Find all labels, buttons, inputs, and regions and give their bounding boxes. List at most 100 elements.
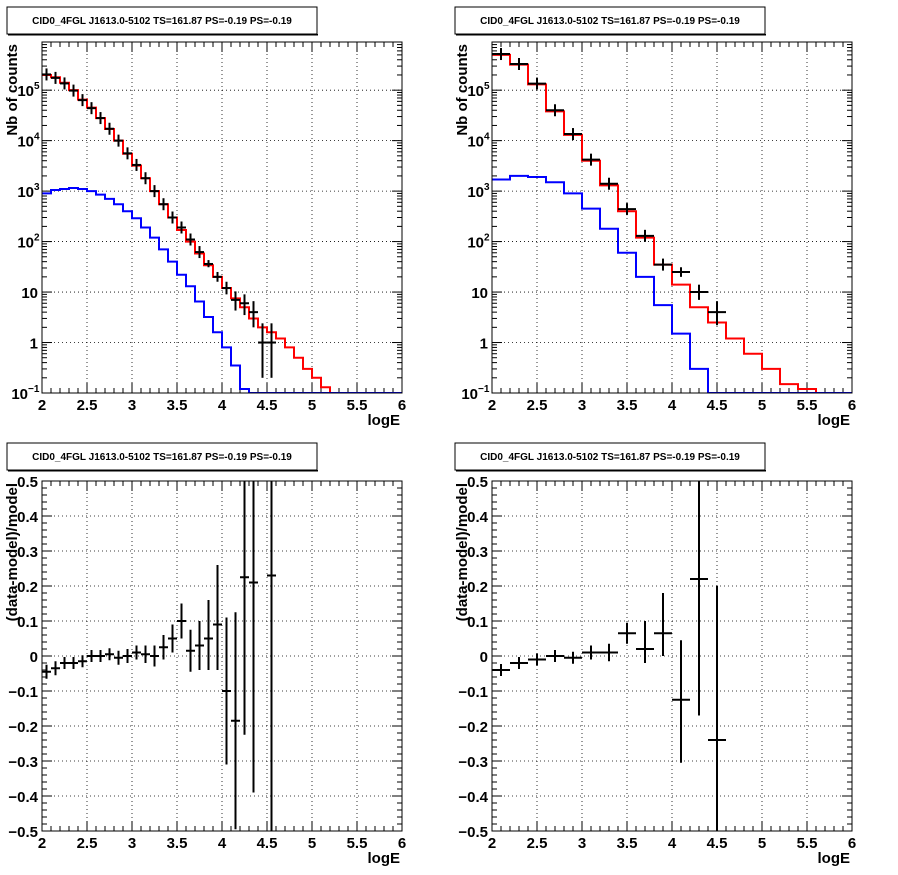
chart-title: CID0_4FGL J1613.0-5102 TS=161.87 PS=-0.1… [32, 452, 292, 463]
data-point [123, 147, 132, 160]
data-point [546, 104, 564, 117]
data-point [708, 586, 726, 831]
x-tick-label: 4 [218, 835, 227, 852]
data-point [222, 281, 231, 295]
y-tick-base: −0.2 [458, 719, 488, 736]
y-axis-label: Nb of counts [4, 44, 21, 136]
data-point [231, 612, 240, 830]
data-point [168, 624, 177, 653]
x-tick-label: 5.5 [347, 835, 368, 852]
x-tick-label: 3.5 [617, 835, 638, 852]
data-point [114, 134, 123, 147]
chart-title: CID0_4FGL J1613.0-5102 TS=161.87 PS=-0.1… [480, 452, 740, 463]
data-point [267, 323, 276, 378]
y-tick-label: 10 [467, 83, 484, 100]
y-tick-label: 1 [480, 336, 488, 353]
x-tick-label: 2.5 [527, 835, 548, 852]
data-point [582, 153, 600, 166]
data-point [96, 650, 105, 662]
data-point [69, 657, 78, 669]
data-point [672, 267, 690, 277]
y-tick-label: −0.2 [458, 719, 488, 736]
x-tick-label: 2 [38, 835, 46, 852]
data-point [636, 621, 654, 663]
y-tick-label: 1 [30, 336, 38, 353]
y-tick-base: 10 [11, 386, 28, 403]
y-tick-label: −0.5 [458, 824, 488, 841]
y-tick-label: 10 [17, 134, 34, 151]
y-tick-exponent: −1 [28, 384, 40, 395]
x-tick-label: 6 [848, 397, 856, 414]
data-point [546, 650, 564, 662]
x-tick-label: 4.5 [257, 835, 278, 852]
x-tick-label: 2.5 [77, 397, 98, 414]
data-points [492, 481, 726, 831]
data-point [141, 645, 150, 663]
axis-ticks [491, 41, 853, 394]
data-point [213, 565, 222, 670]
y-tick-base: 0 [30, 649, 38, 666]
chart-panel-bottom-right: 2 2.5 3 3.5 4 4.5 5 5.5 6 −0.5 −0.4 −0.3 −0.2 −0.1 0 0.… [454, 442, 856, 867]
y-tick-base: 10 [471, 285, 488, 302]
x-tick-label: 4.5 [257, 397, 278, 414]
data-point [123, 649, 132, 663]
x-tick-label: 5.5 [347, 397, 368, 414]
data-point [42, 68, 51, 81]
y-tick-label: −0.3 [458, 754, 488, 771]
data-point [159, 198, 168, 211]
data-point [87, 650, 96, 662]
data-point [204, 600, 213, 670]
y-tick-base: 0.1 [17, 614, 38, 631]
data-point [240, 481, 249, 735]
y-tick-base: 0.1 [467, 614, 488, 631]
data-point [177, 221, 186, 234]
data-point [69, 84, 78, 97]
x-tick-label: 2 [488, 397, 496, 414]
data-point [690, 284, 708, 300]
x-tick-label: 3 [578, 835, 586, 852]
y-tick-base: 10 [17, 83, 34, 100]
chart-title-box: CID0_4FGL J1613.0-5102 TS=161.87 PS=-0.1… [6, 6, 318, 36]
data-point [492, 664, 510, 676]
y-tick-base: 0.4 [17, 509, 39, 526]
y-tick-label: 10 [17, 184, 34, 201]
title-box-frame [6, 442, 318, 471]
y-tick-exponent: 3 [484, 182, 490, 193]
series-line-1 [492, 174, 852, 393]
x-tick-label: 3.5 [167, 397, 188, 414]
data-point [267, 481, 276, 831]
y-tick-exponent: 4 [34, 132, 40, 143]
data-points [42, 68, 276, 378]
data-point [258, 323, 267, 378]
data-point [60, 657, 69, 669]
x-tick-label: 4.5 [707, 835, 728, 852]
x-tick-label: 5.5 [797, 397, 818, 414]
chart-title-box: CID0_4FGL J1613.0-5102 TS=161.87 PS=-0.1… [6, 442, 318, 472]
y-tick-base: −0.4 [458, 789, 488, 806]
title-box-shadow [8, 34, 318, 36]
data-point [105, 122, 114, 135]
x-axis-label: logE [818, 850, 851, 867]
x-tick-label: 3.5 [167, 835, 188, 852]
y-tick-exponent: 3 [34, 182, 40, 193]
data-point [564, 651, 582, 664]
x-tick-label: 6 [398, 397, 406, 414]
y-tick-base: 10 [467, 134, 484, 151]
data-point [177, 603, 186, 639]
chart-panel-bottom-left: 2 2.5 3 3.5 4 4.5 5 5.5 6 −0.5 −0.4 −0.3 −0.2 −0.1 0 0.… [4, 442, 406, 867]
plot-frame [41, 41, 403, 394]
y-tick-label: 0.4 [17, 509, 39, 526]
y-axis-label: (data-model)/model [454, 483, 471, 621]
data-point [564, 128, 582, 141]
y-tick-base: 0.2 [467, 579, 488, 596]
y-tick-label: 0.3 [467, 544, 488, 561]
x-tick-label: 4 [668, 397, 677, 414]
y-tick-label: 10 [17, 83, 34, 100]
y-tick-label: 0.3 [17, 544, 38, 561]
data-point [600, 177, 618, 190]
y-tick-base: 1 [480, 336, 488, 353]
x-tick-label: 5 [308, 397, 316, 414]
data-points [42, 481, 276, 831]
